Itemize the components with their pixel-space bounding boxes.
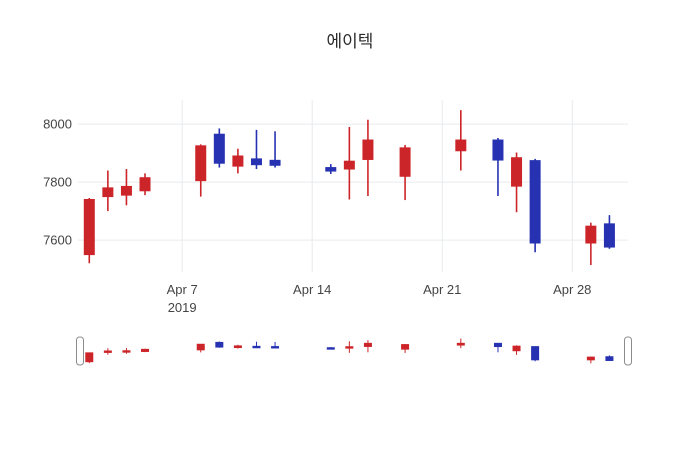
candle-body xyxy=(215,341,224,348)
candle-body xyxy=(401,344,410,350)
candle-body xyxy=(120,185,132,196)
y-tick-label: 8000 xyxy=(43,117,72,132)
candle-body xyxy=(196,343,205,351)
candle[interactable] xyxy=(269,131,281,168)
candle[interactable] xyxy=(492,137,504,197)
rangeslider[interactable] xyxy=(76,333,632,369)
candle[interactable] xyxy=(120,169,132,206)
x-tick-label: Apr 21 xyxy=(423,282,461,297)
candle[interactable] xyxy=(195,144,207,197)
candle-body xyxy=(605,356,614,361)
mini-candle xyxy=(363,340,372,353)
candle[interactable] xyxy=(102,170,114,212)
y-tick-label: 7600 xyxy=(43,233,72,248)
candle-body xyxy=(362,139,374,160)
candle-body xyxy=(363,342,372,347)
y-axis: 8000 7800 7600 xyxy=(43,117,72,248)
candle-body xyxy=(325,167,337,172)
rangeslider-handle-left[interactable] xyxy=(76,336,84,366)
mini-candle xyxy=(196,343,205,353)
candle-body xyxy=(586,356,595,361)
candle-body xyxy=(326,347,335,350)
candle-body xyxy=(122,350,131,353)
y-tick-label: 7800 xyxy=(43,175,72,190)
candle[interactable] xyxy=(139,173,151,196)
candle-body xyxy=(83,198,95,256)
candle-body xyxy=(585,225,597,244)
mini-candle xyxy=(326,347,335,350)
candle-body xyxy=(603,223,615,248)
candle[interactable] xyxy=(325,164,337,174)
candle-body xyxy=(492,139,504,161)
candle-body xyxy=(343,160,355,170)
rangeslider-series xyxy=(85,338,614,364)
candle-body xyxy=(102,187,114,198)
x-axis: Apr 7 2019 Apr 14 Apr 21 Apr 28 xyxy=(167,282,592,315)
x-tick-label: Apr 14 xyxy=(293,282,331,297)
mini-candle xyxy=(215,341,224,348)
x-tick-sublabel: 2019 xyxy=(168,300,197,315)
mini-candle xyxy=(141,348,150,353)
candle[interactable] xyxy=(529,158,541,253)
candle-body xyxy=(512,345,521,352)
candle-body xyxy=(139,177,151,192)
candle[interactable] xyxy=(585,222,597,266)
candle-body xyxy=(213,133,225,164)
mini-candle xyxy=(271,341,280,349)
mini-candle xyxy=(122,347,131,354)
mini-candle xyxy=(401,344,410,353)
candle[interactable] xyxy=(603,215,615,249)
mini-candle xyxy=(85,352,94,364)
candle-body xyxy=(511,157,523,187)
candle-body xyxy=(232,155,244,167)
mini-candle xyxy=(531,346,540,362)
candle-body xyxy=(269,159,281,166)
rangeslider-window[interactable] xyxy=(80,333,628,369)
candle-body xyxy=(399,147,411,177)
candle[interactable] xyxy=(455,110,467,171)
candle-body xyxy=(271,346,280,349)
mini-candle xyxy=(512,345,521,355)
mini-candle xyxy=(252,341,261,349)
x-tick-label: Apr 28 xyxy=(553,282,591,297)
plot-area[interactable] xyxy=(80,100,628,272)
mini-candle xyxy=(605,355,614,361)
chart-title: 에이텍 xyxy=(326,32,374,51)
candle-body xyxy=(456,342,465,346)
candle[interactable] xyxy=(232,148,244,174)
main-series xyxy=(83,110,615,266)
candle-body xyxy=(141,348,150,352)
candle-body xyxy=(195,145,207,182)
candle[interactable] xyxy=(213,128,225,168)
x-tick-label: Apr 7 xyxy=(167,282,198,297)
candle-body xyxy=(529,160,541,244)
candle[interactable] xyxy=(250,129,262,170)
candle-body xyxy=(345,346,354,349)
candle[interactable] xyxy=(83,198,95,264)
candle[interactable] xyxy=(362,119,374,197)
mini-candle xyxy=(103,348,112,355)
candle-body xyxy=(252,345,261,349)
candle[interactable] xyxy=(399,144,411,201)
mini-candle xyxy=(456,338,465,349)
candle-body xyxy=(493,342,502,348)
candle[interactable] xyxy=(511,152,523,213)
mini-candle xyxy=(345,341,354,353)
candle-body xyxy=(85,352,94,363)
candle-body xyxy=(250,158,262,166)
mini-candle xyxy=(233,344,242,349)
candle[interactable] xyxy=(343,126,355,200)
candle-body xyxy=(455,139,467,152)
candle-body xyxy=(531,346,540,361)
rangeslider-handle-right[interactable] xyxy=(624,336,632,366)
mini-candle xyxy=(493,342,502,353)
candle-body xyxy=(233,345,242,349)
mini-candle xyxy=(586,356,595,364)
candle-body xyxy=(103,350,112,353)
